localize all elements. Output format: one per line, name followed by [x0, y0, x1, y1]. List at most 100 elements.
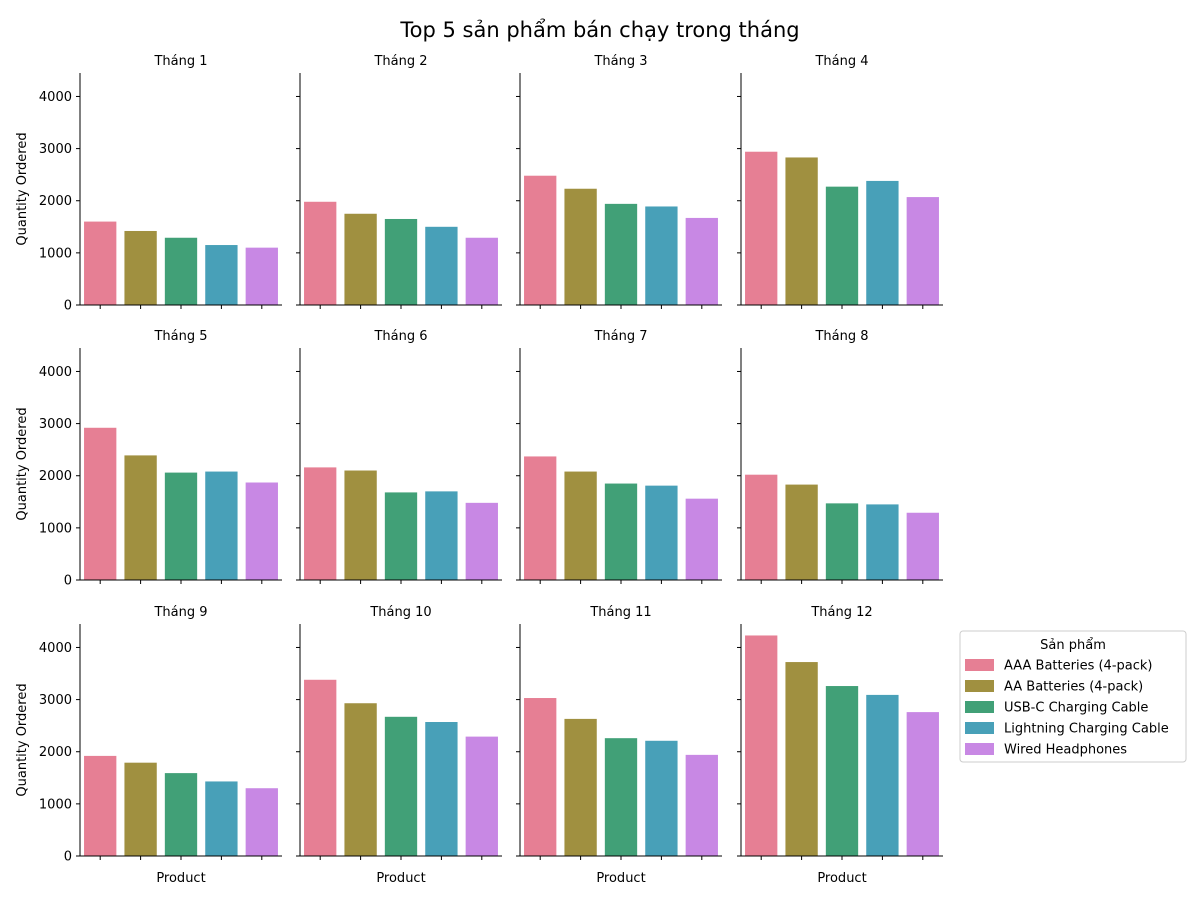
- bar: [745, 474, 778, 580]
- facet-panel: Tháng 3: [516, 54, 722, 309]
- bar: [164, 237, 198, 305]
- panel-title: Tháng 11: [589, 605, 651, 620]
- bar: [304, 201, 337, 305]
- panel-title: Tháng 9: [153, 605, 207, 620]
- y-tick-label: 4000: [39, 365, 72, 380]
- panel-title: Tháng 2: [373, 54, 427, 69]
- facet-panel: Tháng 12 Product: [737, 605, 943, 886]
- y-tick-label: 2000: [39, 194, 72, 209]
- bar: [745, 151, 778, 305]
- bar: [825, 186, 859, 305]
- y-tick-label: 0: [64, 299, 72, 314]
- chart-title: Top 5 sản phẩm bán chạy trong tháng: [399, 18, 799, 42]
- bar: [906, 512, 939, 580]
- bar: [785, 662, 818, 856]
- bar: [245, 788, 278, 856]
- bar: [84, 427, 117, 580]
- facet-panel: Tháng 6: [296, 329, 502, 584]
- bar: [785, 157, 818, 305]
- bar: [164, 472, 198, 580]
- bar: [906, 712, 939, 856]
- legend-entry-label: Lightning Charging Cable: [1004, 722, 1169, 737]
- y-tick-label: 1000: [39, 521, 72, 536]
- facet-panel: Tháng 7: [516, 329, 722, 584]
- panel-title: Tháng 10: [369, 605, 431, 620]
- bar: [906, 197, 939, 305]
- legend-entry-label: USB-C Charging Cable: [1004, 701, 1148, 716]
- bar: [124, 230, 157, 305]
- bar: [685, 217, 718, 305]
- bar: [344, 703, 377, 856]
- panel-title: Tháng 3: [593, 54, 647, 69]
- y-tick-label: 2000: [39, 469, 72, 484]
- bar: [124, 762, 157, 856]
- bar: [425, 491, 458, 580]
- legend-swatch: [965, 701, 994, 713]
- bar: [245, 247, 278, 305]
- panel-title: Tháng 4: [814, 54, 868, 69]
- y-axis-label: Quantity Ordered: [15, 407, 30, 520]
- bar: [245, 482, 278, 580]
- legend: Sản phẩm AAA Batteries (4-pack) AA Batter…: [959, 630, 1187, 763]
- bar: [645, 206, 678, 305]
- bar: [84, 755, 117, 856]
- bar: [384, 492, 418, 580]
- facet-panel: Tháng 1 0 1000 2000 3000 4000 Quantity Ordered: [15, 54, 282, 314]
- y-axis-label: Quantity Ordered: [15, 132, 30, 245]
- facet-panel: Tháng 5 0 1000 2000 3000 4000 Quantity Ordered: [15, 329, 282, 589]
- bar: [344, 213, 377, 305]
- bar: [524, 456, 557, 580]
- bar: [564, 718, 597, 856]
- bar: [205, 471, 238, 580]
- facet-panel: Tháng 8: [737, 329, 943, 584]
- bar: [524, 175, 557, 305]
- bar: [425, 226, 458, 305]
- bar: [84, 221, 117, 305]
- bar: [524, 698, 557, 856]
- bar: [866, 180, 899, 305]
- bar: [685, 498, 718, 580]
- panel-title: Tháng 8: [814, 329, 868, 344]
- bar: [604, 483, 638, 580]
- bar: [645, 740, 678, 856]
- bar: [344, 470, 377, 580]
- legend-entry-label: Wired Headphones: [1004, 743, 1127, 758]
- bar: [425, 722, 458, 856]
- legend-swatch: [965, 659, 994, 671]
- y-axis-label: Quantity Ordered: [15, 683, 30, 796]
- facet-panel: Tháng 10 Product: [296, 605, 502, 886]
- y-tick-label: 0: [64, 574, 72, 589]
- panel-title: Tháng 5: [153, 329, 207, 344]
- bar: [205, 781, 238, 856]
- bar: [384, 716, 418, 856]
- legend-entry-label: AA Batteries (4-pack): [1004, 680, 1143, 695]
- facet-panel: Tháng 2: [296, 54, 502, 309]
- legend-title: Sản phẩm: [1040, 638, 1106, 653]
- panel-title: Tháng 6: [373, 329, 427, 344]
- facet-panel: Tháng 4: [737, 54, 943, 309]
- bar: [866, 504, 899, 580]
- bar: [384, 218, 418, 305]
- y-tick-label: 3000: [39, 693, 72, 708]
- bar: [645, 485, 678, 580]
- bar: [465, 502, 498, 580]
- bar: [564, 471, 597, 580]
- bar: [604, 203, 638, 305]
- panel-title: Tháng 12: [810, 605, 872, 620]
- panel-title: Tháng 1: [153, 54, 207, 69]
- bar: [124, 455, 157, 580]
- bar: [785, 484, 818, 580]
- panel-title: Tháng 7: [593, 329, 647, 344]
- y-tick-label: 3000: [39, 417, 72, 432]
- x-axis-label: Product: [596, 871, 645, 886]
- facet-panel: Tháng 11 Product: [516, 605, 722, 886]
- legend-swatch: [965, 722, 994, 734]
- bar: [825, 686, 859, 856]
- legend-swatch: [965, 680, 994, 692]
- bar: [866, 694, 899, 856]
- bar: [745, 635, 778, 856]
- y-tick-label: 1000: [39, 246, 72, 261]
- legend-swatch: [965, 743, 994, 755]
